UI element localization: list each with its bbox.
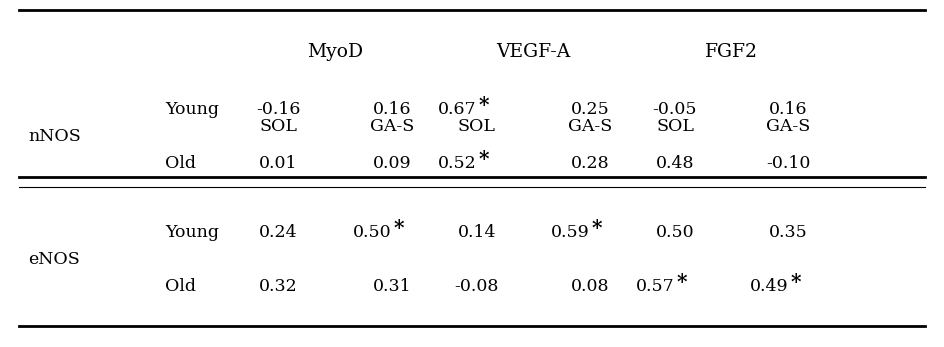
Text: 0.57: 0.57: [636, 278, 675, 295]
Text: 0.31: 0.31: [373, 278, 411, 295]
Text: 0.59: 0.59: [551, 224, 590, 241]
Text: *: *: [592, 218, 602, 238]
Text: -0.05: -0.05: [652, 101, 698, 118]
Text: Old: Old: [165, 155, 196, 171]
Text: 0.14: 0.14: [458, 224, 496, 241]
Text: 0.49: 0.49: [750, 278, 788, 295]
Text: 0.08: 0.08: [571, 278, 609, 295]
Text: Young: Young: [165, 224, 219, 241]
Text: *: *: [479, 95, 489, 115]
Text: Old: Old: [165, 278, 196, 295]
Text: 0.50: 0.50: [656, 224, 694, 241]
Text: 0.28: 0.28: [571, 155, 609, 171]
Text: 0.16: 0.16: [769, 101, 807, 118]
Text: eNOS: eNOS: [28, 251, 80, 268]
Text: 0.50: 0.50: [353, 224, 392, 241]
Text: GA-S: GA-S: [370, 118, 413, 135]
Text: 0.52: 0.52: [438, 155, 477, 171]
Text: -0.08: -0.08: [454, 278, 499, 295]
Text: 0.01: 0.01: [260, 155, 297, 171]
Text: MyoD: MyoD: [307, 43, 363, 61]
Text: GA-S: GA-S: [568, 118, 612, 135]
Text: 0.09: 0.09: [373, 155, 411, 171]
Text: FGF2: FGF2: [705, 43, 758, 61]
Text: -0.16: -0.16: [256, 101, 301, 118]
Text: GA-S: GA-S: [767, 118, 810, 135]
Text: 0.67: 0.67: [438, 101, 477, 118]
Text: VEGF-A: VEGF-A: [497, 43, 570, 61]
Text: SOL: SOL: [656, 118, 694, 135]
Text: 0.25: 0.25: [570, 101, 610, 118]
Text: 0.24: 0.24: [260, 224, 297, 241]
Text: 0.16: 0.16: [373, 101, 411, 118]
Text: *: *: [479, 149, 489, 169]
Text: -0.10: -0.10: [766, 155, 811, 171]
Text: SOL: SOL: [458, 118, 496, 135]
Text: SOL: SOL: [260, 118, 297, 135]
Text: 0.48: 0.48: [656, 155, 694, 171]
Text: Young: Young: [165, 101, 219, 118]
Text: 0.32: 0.32: [259, 278, 298, 295]
Text: nNOS: nNOS: [28, 128, 81, 145]
Text: *: *: [394, 218, 404, 238]
Text: *: *: [790, 272, 801, 292]
Text: *: *: [677, 272, 687, 292]
Text: 0.35: 0.35: [768, 224, 808, 241]
